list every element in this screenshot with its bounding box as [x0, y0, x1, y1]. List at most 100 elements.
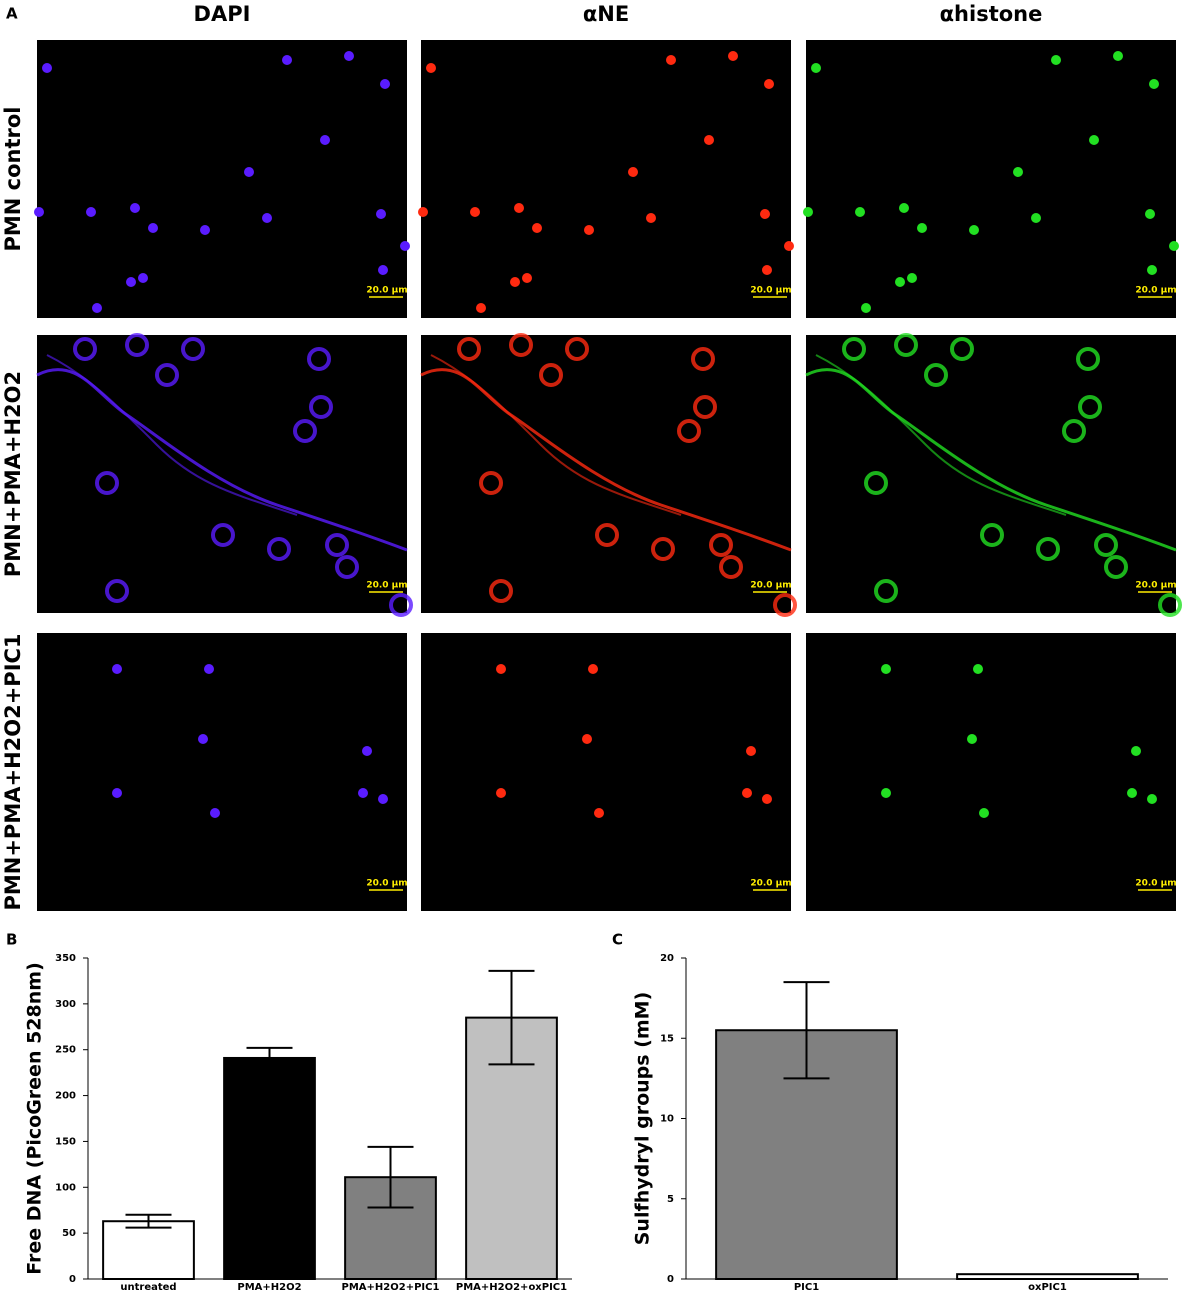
bar [956, 1273, 1139, 1281]
scale-bar-label: 20.0 µm [750, 286, 791, 296]
cell [130, 203, 140, 213]
cell [335, 555, 359, 579]
cell [204, 664, 214, 674]
scale-bar-label: 20.0 µm [1135, 286, 1176, 296]
cell [378, 265, 388, 275]
cell [1127, 788, 1137, 798]
cell [967, 734, 977, 744]
row-label: PMN+PMA+H2O2 [1, 371, 25, 577]
cell [112, 788, 122, 798]
cell [92, 303, 102, 313]
cell [719, 555, 743, 579]
cell [95, 471, 119, 495]
micrograph-background [37, 335, 407, 613]
cell [1147, 265, 1157, 275]
cell [362, 746, 372, 756]
cell [418, 207, 428, 217]
cell [764, 79, 774, 89]
micrograph-background [421, 335, 791, 613]
column-header: DAPI [194, 2, 251, 26]
y-tick-label: 0 [69, 1274, 76, 1285]
micrograph-background [37, 40, 407, 318]
cell [595, 523, 619, 547]
net-fiber [430, 354, 682, 516]
cell [282, 55, 292, 65]
micrograph: 20.0 µm [37, 633, 408, 911]
micrograph-background [806, 335, 1176, 613]
y-tick-label: 0 [667, 1274, 674, 1285]
cell [1036, 537, 1060, 561]
y-tick-label: 20 [660, 953, 674, 964]
cell [426, 63, 436, 73]
y-tick-label: 15 [660, 1033, 674, 1044]
scale-bar-label: 20.0 µm [1135, 879, 1176, 889]
cell [1051, 55, 1061, 65]
cell [325, 533, 349, 557]
cell [855, 207, 865, 217]
cell [105, 579, 129, 603]
cell [728, 51, 738, 61]
cell [588, 664, 598, 674]
y-tick-label: 250 [55, 1045, 76, 1056]
cell [496, 788, 506, 798]
cell [522, 273, 532, 283]
cell [760, 209, 770, 219]
x-tick-label: oxPIC1 [1028, 1282, 1067, 1293]
cell [980, 523, 1004, 547]
micrograph-background [806, 633, 1176, 911]
cell [842, 337, 866, 361]
cell [1147, 794, 1157, 804]
cell [211, 523, 235, 547]
cell [917, 223, 927, 233]
cell [973, 664, 983, 674]
micrograph: 20.0 µm [805, 333, 1182, 617]
cell [803, 207, 813, 217]
cell [86, 207, 96, 217]
cell [1013, 167, 1023, 177]
cell [762, 794, 772, 804]
micrograph-background [421, 633, 791, 911]
y-axis-label: Free DNA (PicoGreen 528nm) [24, 962, 46, 1275]
cell [565, 337, 589, 361]
micrograph-background [806, 40, 1176, 318]
y-tick-label: 100 [55, 1182, 76, 1193]
cell [510, 277, 520, 287]
column-header: αhistone [940, 2, 1043, 26]
cell [358, 788, 368, 798]
net-fiber [815, 354, 1067, 516]
cell [1149, 79, 1159, 89]
cell [293, 419, 317, 443]
cell [1076, 347, 1100, 371]
cell [881, 788, 891, 798]
x-tick-label: untreated [120, 1282, 176, 1293]
cell [899, 203, 909, 213]
micrograph: 20.0 µm [421, 633, 792, 911]
cell [950, 337, 974, 361]
cell [489, 579, 513, 603]
cell [784, 241, 794, 251]
cell [400, 241, 410, 251]
cell [42, 63, 52, 73]
cell [969, 225, 979, 235]
cell [148, 223, 158, 233]
cell [479, 471, 503, 495]
cell [198, 734, 208, 744]
scale-bar-label: 20.0 µm [750, 581, 791, 591]
x-tick-label: PIC1 [794, 1282, 819, 1293]
cell [1158, 593, 1182, 617]
cell [309, 395, 333, 419]
cell [762, 265, 772, 275]
cell [773, 593, 797, 617]
y-tick-label: 300 [55, 999, 76, 1010]
cell [320, 135, 330, 145]
row-label: PMN+PMA+H2O2+PIC1 [1, 633, 25, 910]
scale-bar-label: 20.0 µm [366, 286, 407, 296]
cell [881, 664, 891, 674]
cell [539, 363, 563, 387]
y-tick-label: 150 [55, 1136, 76, 1147]
cell [895, 277, 905, 287]
cell [861, 303, 871, 313]
x-tick-label: PMA+H2O2+oxPIC1 [456, 1282, 567, 1293]
cell [646, 213, 656, 223]
